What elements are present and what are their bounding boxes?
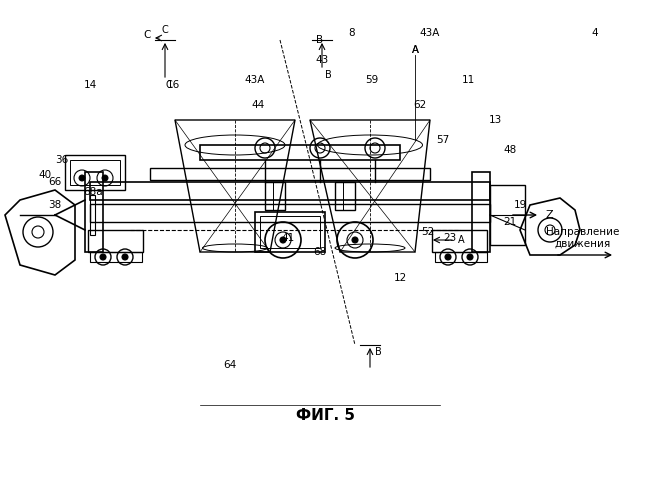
- Bar: [472, 172, 490, 252]
- Text: 62: 62: [413, 100, 426, 110]
- Text: 38: 38: [48, 200, 62, 210]
- Text: A: A: [411, 45, 419, 55]
- Circle shape: [467, 254, 473, 260]
- Circle shape: [102, 175, 108, 181]
- Text: 66: 66: [48, 177, 62, 187]
- Bar: [90, 195, 95, 235]
- Text: 19: 19: [514, 200, 526, 210]
- Text: 64: 64: [224, 360, 237, 370]
- Text: 4: 4: [592, 28, 598, 38]
- Bar: [335, 182, 355, 210]
- Text: 12: 12: [393, 273, 407, 283]
- Text: 43A: 43A: [420, 28, 440, 38]
- Text: 11: 11: [462, 75, 474, 85]
- Text: 36: 36: [55, 155, 69, 165]
- Text: 43: 43: [315, 55, 329, 65]
- Bar: [65, 155, 125, 190]
- Bar: [490, 185, 525, 245]
- Text: 14: 14: [83, 80, 97, 90]
- Circle shape: [122, 254, 128, 260]
- Text: B: B: [317, 35, 324, 45]
- Text: A: A: [458, 235, 465, 245]
- Circle shape: [280, 237, 286, 243]
- Text: 21: 21: [503, 217, 517, 227]
- Text: 41: 41: [281, 233, 294, 243]
- Bar: [260, 216, 320, 248]
- Text: 16: 16: [166, 80, 179, 90]
- Text: A: A: [411, 45, 419, 55]
- Text: 68: 68: [313, 247, 326, 257]
- Text: ФИГ. 5: ФИГ. 5: [296, 408, 354, 422]
- Bar: [435, 252, 487, 262]
- Bar: [150, 168, 430, 180]
- Bar: [90, 182, 490, 200]
- Bar: [90, 204, 490, 222]
- Bar: [255, 212, 325, 252]
- Text: 40: 40: [38, 170, 51, 180]
- Text: 68a: 68a: [83, 187, 103, 197]
- Bar: [70, 160, 120, 185]
- Bar: [90, 252, 142, 262]
- Text: 43A: 43A: [245, 75, 265, 85]
- Text: B: B: [374, 347, 382, 357]
- Text: Z: Z: [545, 210, 552, 220]
- Circle shape: [445, 254, 451, 260]
- Text: 52: 52: [421, 227, 435, 237]
- Text: 23: 23: [443, 233, 456, 243]
- Text: B: B: [324, 70, 332, 80]
- Text: 57: 57: [436, 135, 450, 145]
- Text: 59: 59: [365, 75, 378, 85]
- Circle shape: [100, 254, 106, 260]
- Circle shape: [79, 175, 85, 181]
- Bar: [200, 145, 400, 160]
- Text: C: C: [162, 25, 168, 35]
- Bar: [88, 230, 143, 252]
- Text: 48: 48: [503, 145, 517, 155]
- Text: 13: 13: [488, 115, 502, 125]
- Circle shape: [352, 237, 358, 243]
- Text: 8: 8: [348, 28, 356, 38]
- Text: C: C: [165, 80, 172, 90]
- Bar: [265, 182, 285, 210]
- Text: 44: 44: [252, 100, 265, 110]
- Bar: [85, 172, 103, 252]
- Bar: [432, 230, 487, 252]
- Text: C: C: [143, 30, 151, 40]
- Text: Направление
движения: Направление движения: [546, 227, 619, 249]
